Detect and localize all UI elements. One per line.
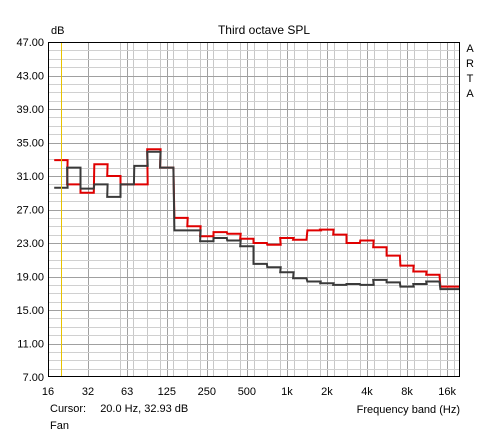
x-tick-label: 250 <box>198 386 216 398</box>
y-tick-label: 31.00 <box>16 171 44 183</box>
x-tick-label: 4k <box>361 386 373 398</box>
axis-tick-labels: 47.00 43.00 39.00 35.00 31.00 27.00 23.00 19.00… <box>16 37 456 398</box>
x-tick-label: 125 <box>158 386 176 398</box>
x-axis-label: Frequency band (Hz) <box>357 404 460 416</box>
cursor-value: 20.0 Hz, 32.93 dB <box>100 403 189 415</box>
plot-border <box>48 42 460 377</box>
y-tick-label: 7.00 <box>23 372 44 384</box>
watermark-letter: R <box>466 58 474 70</box>
cursor-label: Cursor: <box>50 403 87 415</box>
x-tick-label: 32 <box>82 386 94 398</box>
x-tick-label: 63 <box>121 386 133 398</box>
x-tick-label: 16 <box>42 386 54 398</box>
status-fan: Fan <box>50 420 69 432</box>
watermark-letter: T <box>467 73 474 85</box>
y-tick-label: 43.00 <box>16 71 44 83</box>
grid <box>48 42 460 377</box>
x-tick-label: 16k <box>438 386 456 398</box>
x-tick-label: 500 <box>238 386 256 398</box>
y-tick-label: 15.00 <box>16 305 44 317</box>
series-group <box>54 148 460 291</box>
y-tick-label: 23.00 <box>16 238 44 250</box>
y-tick-label: 27.00 <box>16 205 44 217</box>
y-tick-label: 19.00 <box>16 272 44 284</box>
x-tick-label: 2k <box>321 386 333 398</box>
watermark-letter: A <box>466 88 474 100</box>
y-tick-label: 11.00 <box>17 339 44 351</box>
y-tick-label: 35.00 <box>16 138 44 150</box>
series-line-2 <box>54 150 460 291</box>
watermark-letter: A <box>466 43 474 55</box>
x-tick-label: 1k <box>281 386 293 398</box>
x-tick-label: 8k <box>401 386 413 398</box>
chart-title: Third octave SPL <box>218 23 310 37</box>
y-axis-label: dB <box>51 25 64 37</box>
y-tick-label: 39.00 <box>16 104 44 116</box>
y-tick-label: 47.00 <box>16 37 44 49</box>
cursor-readout: Cursor: 20.0 Hz, 32.93 dB <box>50 403 188 415</box>
